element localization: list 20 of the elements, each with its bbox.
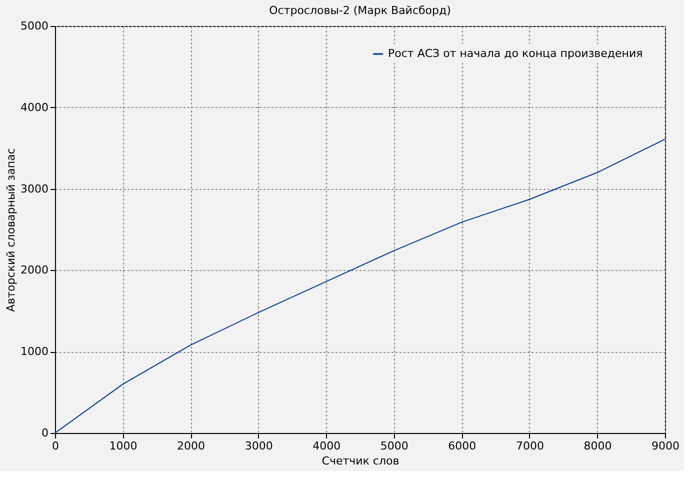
y-axis-title: Авторский словарный запас xyxy=(4,148,18,312)
x-tick-label: 7000 xyxy=(516,440,544,452)
y-tick-label: 1000 xyxy=(20,345,48,358)
chart-title: Острословы-2 (Марк Вайсборд) xyxy=(269,4,451,17)
x-tick-label: 1000 xyxy=(109,440,138,452)
legend-label: Рост АСЗ от начала до конца произведения xyxy=(388,47,643,60)
x-axis-title: Счетчик слов xyxy=(322,454,400,468)
x-tick-label: 8000 xyxy=(584,440,612,452)
x-tick-label: 4000 xyxy=(312,440,341,452)
y-tick-label: 0 xyxy=(42,426,48,440)
x-tick-label: 6000 xyxy=(448,440,476,452)
y-tick-label: 5000 xyxy=(20,20,48,32)
x-tick-label: 5000 xyxy=(380,440,408,452)
x-tick-label: 2000 xyxy=(177,440,206,452)
y-tick-label: 3000 xyxy=(20,182,48,196)
x-tick-label: 9000 xyxy=(652,440,680,452)
x-tick-label: 0 xyxy=(52,440,59,452)
y-tick-label: 2000 xyxy=(20,264,48,277)
y-tick-label: 4000 xyxy=(20,100,48,114)
x-tick-label: 3000 xyxy=(244,440,273,452)
